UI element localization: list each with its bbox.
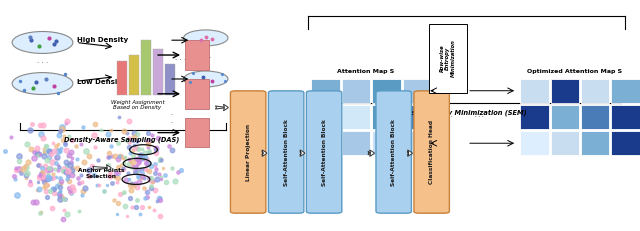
Text: Row-wise
Entropy
Minimization: Row-wise Entropy Minimization xyxy=(440,40,456,77)
FancyBboxPatch shape xyxy=(268,91,304,213)
Bar xyxy=(372,105,401,129)
Bar xyxy=(312,131,340,155)
Text: · · ·: · · · xyxy=(175,57,186,63)
Circle shape xyxy=(184,30,228,46)
Text: High Density: High Density xyxy=(77,37,129,43)
Bar xyxy=(152,49,163,95)
Text: · · ·: · · · xyxy=(476,115,484,119)
Text: · · ·: · · · xyxy=(200,55,211,61)
Text: · · ·: · · · xyxy=(342,122,354,131)
Bar xyxy=(581,131,609,155)
Bar xyxy=(520,131,548,155)
Text: Optimized Attention Map S: Optimized Attention Map S xyxy=(527,70,622,74)
Circle shape xyxy=(184,71,228,87)
Bar xyxy=(116,61,127,95)
Text: Low Density: Low Density xyxy=(77,79,126,85)
Bar xyxy=(164,64,175,95)
Bar xyxy=(403,105,431,129)
Text: Anchor Points
Selection: Anchor Points Selection xyxy=(78,168,125,179)
Bar xyxy=(403,131,431,155)
Bar xyxy=(611,131,640,155)
Bar xyxy=(550,79,579,103)
Bar xyxy=(611,79,640,103)
Bar xyxy=(403,79,431,103)
Text: Self-Attention Block: Self-Attention Block xyxy=(284,119,289,185)
Bar xyxy=(312,105,340,129)
Bar xyxy=(581,79,609,103)
Bar xyxy=(611,105,640,129)
Text: Self-Attention Block: Self-Attention Block xyxy=(321,119,326,185)
Bar xyxy=(550,131,579,155)
Bar xyxy=(185,79,209,109)
Text: Weight Assignment
Based on Density: Weight Assignment Based on Density xyxy=(111,100,164,110)
Bar xyxy=(520,79,548,103)
Text: Linear Projection: Linear Projection xyxy=(246,123,251,181)
Bar xyxy=(185,40,209,70)
Bar xyxy=(342,105,371,129)
Circle shape xyxy=(12,31,73,53)
FancyBboxPatch shape xyxy=(230,91,266,213)
Bar xyxy=(372,79,401,103)
Circle shape xyxy=(12,73,73,94)
Text: ·
·
·: · · · xyxy=(170,112,172,135)
FancyBboxPatch shape xyxy=(376,91,412,213)
Text: · · ·: · · · xyxy=(444,115,453,119)
Text: Attention Map S: Attention Map S xyxy=(337,70,394,74)
Bar xyxy=(372,131,401,155)
Bar xyxy=(185,118,209,147)
FancyBboxPatch shape xyxy=(307,91,342,213)
Bar xyxy=(550,105,579,129)
Bar xyxy=(342,79,371,103)
FancyBboxPatch shape xyxy=(429,24,467,93)
FancyBboxPatch shape xyxy=(414,91,449,213)
Text: · · ·: · · · xyxy=(342,149,354,158)
Text: · · ·: · · · xyxy=(37,60,48,66)
Text: Classification Head: Classification Head xyxy=(429,120,434,184)
Bar xyxy=(129,55,139,95)
Bar xyxy=(312,79,340,103)
Bar xyxy=(581,105,609,129)
Bar xyxy=(141,40,150,95)
Text: Density-Aware Sampling (DAS): Density-Aware Sampling (DAS) xyxy=(64,136,179,143)
Bar xyxy=(342,131,371,155)
Text: Self-Entropy Minimization (SEM): Self-Entropy Minimization (SEM) xyxy=(406,109,527,116)
Bar xyxy=(520,105,548,129)
Text: Self-Attention Block: Self-Attention Block xyxy=(391,119,396,185)
